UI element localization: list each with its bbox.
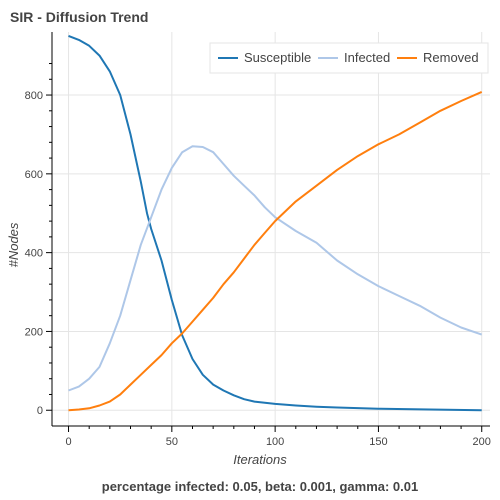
legend-label-infected: Infected	[344, 50, 390, 65]
x-tick-label: 150	[369, 436, 387, 448]
x-axis-label: Iterations	[233, 452, 287, 467]
axes: 0 50 100 150 200 0 200 400 600 800	[25, 32, 491, 448]
y-tick-label: 0	[37, 405, 43, 417]
legend-label-removed: Removed	[423, 50, 479, 65]
series-lines	[68, 34, 483, 412]
parameters-footer: percentage infected: 0.05, beta: 0.001, …	[102, 479, 418, 494]
series-line-infected	[68, 145, 483, 392]
grid	[52, 32, 490, 426]
x-tick-label: 50	[166, 436, 178, 448]
y-axis-label: #Nodes	[6, 222, 21, 267]
series-line-susceptible	[68, 34, 482, 412]
y-tick-label: 200	[25, 326, 43, 338]
legend-label-susceptible: Susceptible	[244, 50, 311, 65]
x-tick-label: 0	[65, 436, 71, 448]
y-tick-label: 600	[25, 169, 43, 181]
series-line-removed	[68, 90, 483, 412]
x-tick-label: 100	[266, 436, 284, 448]
y-tick-label: 400	[25, 248, 43, 260]
y-tick-label: 800	[25, 90, 43, 102]
legend: Susceptible Infected Removed	[209, 42, 489, 74]
x-tick-label: 200	[473, 436, 491, 448]
chart-title: SIR - Diffusion Trend	[10, 9, 148, 25]
legend-box	[209, 42, 489, 74]
